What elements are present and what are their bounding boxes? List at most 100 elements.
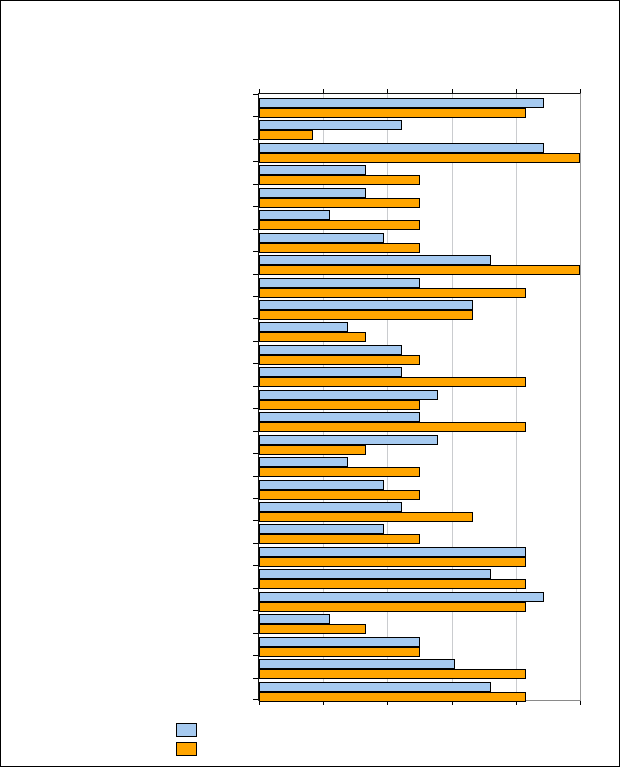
category-row-11 — [259, 318, 580, 343]
category-row-23 — [259, 588, 580, 612]
series1-bar — [259, 457, 349, 468]
category-row-25 — [259, 633, 580, 657]
x-axis-tick-top — [259, 89, 260, 93]
series2-bar — [259, 242, 420, 253]
y-axis-tick — [253, 610, 258, 611]
series1-bar — [259, 277, 420, 288]
y-axis-tick — [253, 161, 258, 162]
x-axis-tick-top — [580, 89, 581, 93]
category-row-12 — [259, 341, 580, 365]
series1-bar — [259, 165, 366, 176]
y-axis-tick — [253, 655, 258, 656]
y-axis-tick — [253, 251, 258, 252]
x-axis-tick-top — [323, 89, 324, 93]
series2-bar — [259, 265, 580, 276]
category-row-9 — [259, 274, 580, 298]
series2-bar — [259, 399, 420, 410]
series1-bar — [259, 479, 384, 490]
series1-bar — [259, 681, 491, 692]
series1-bar — [259, 636, 420, 647]
category-row-22 — [259, 565, 580, 590]
series2-bar — [259, 197, 420, 208]
y-axis-tick — [253, 116, 258, 117]
y-axis-tick — [253, 229, 258, 230]
x-axis-tick-top — [452, 89, 453, 93]
x-axis-tick-bottom — [452, 701, 453, 705]
series2-bar — [259, 220, 420, 231]
y-axis-tick — [253, 633, 258, 634]
x-axis-tick-top — [516, 89, 517, 93]
series2-bar — [259, 152, 580, 163]
series1-bar — [259, 569, 491, 580]
series1-bar — [259, 322, 349, 333]
x-axis-tick-bottom — [323, 701, 324, 705]
y-axis-tick — [253, 408, 258, 409]
category-row-13 — [259, 363, 580, 388]
category-row-10 — [259, 296, 580, 320]
gridline — [452, 94, 453, 700]
category-row-19 — [259, 498, 580, 522]
series1-bar — [259, 659, 456, 670]
series1-bar — [259, 614, 331, 625]
y-axis-tick — [253, 296, 258, 297]
category-row-6 — [259, 206, 580, 231]
series2-bar — [259, 467, 420, 478]
series2-bar — [259, 332, 366, 343]
category-row-18 — [259, 476, 580, 500]
legend-swatch-series1 — [176, 723, 197, 737]
category-row-3 — [259, 139, 580, 163]
series1-bar — [259, 300, 474, 310]
y-axis-tick — [253, 520, 258, 521]
series1-bar — [259, 187, 366, 198]
series1-bar — [259, 591, 545, 602]
y-axis-tick — [253, 543, 258, 544]
series2-bar — [259, 377, 527, 388]
category-row-21 — [259, 543, 580, 567]
category-row-4 — [259, 161, 580, 186]
category-row-1 — [259, 94, 580, 118]
series2-bar — [259, 354, 420, 365]
x-axis-tick-bottom — [259, 701, 260, 705]
category-row-8 — [259, 251, 580, 276]
series2-bar — [259, 691, 527, 702]
series1-bar — [259, 412, 420, 423]
y-axis-tick — [253, 476, 258, 477]
y-axis-tick — [253, 341, 258, 342]
series2-bar — [259, 310, 474, 320]
category-row-24 — [259, 610, 580, 635]
series1-bar — [259, 389, 438, 400]
category-row-7 — [259, 229, 580, 253]
plot-area — [253, 89, 581, 705]
series2-bar — [259, 669, 527, 680]
series2-bar — [259, 489, 420, 500]
series1-bar — [259, 524, 384, 535]
y-axis-tick — [253, 453, 258, 454]
category-row-17 — [259, 453, 580, 478]
series2-bar — [259, 175, 420, 186]
series1-bar — [259, 98, 545, 108]
series1-bar — [259, 546, 527, 557]
y-axis-tick — [253, 588, 258, 589]
y-axis-tick — [253, 363, 258, 364]
y-axis-tick — [253, 678, 258, 679]
series1-bar — [259, 344, 402, 355]
x-axis-tick-bottom — [580, 701, 581, 705]
series1-bar — [259, 120, 402, 131]
category-row-20 — [259, 520, 580, 545]
series2-bar — [259, 624, 366, 635]
y-axis-tick — [253, 699, 258, 700]
y-axis-tick — [253, 184, 258, 185]
category-row-2 — [259, 116, 580, 141]
series2-bar — [259, 512, 474, 522]
series2-bar — [259, 130, 313, 141]
category-row-16 — [259, 431, 580, 455]
x-axis-tick-bottom — [516, 701, 517, 705]
y-axis-tick — [253, 206, 258, 207]
category-row-27 — [259, 678, 580, 702]
legend-swatch-series2 — [176, 742, 197, 756]
series1-bar — [259, 255, 491, 266]
y-axis-tick — [253, 386, 258, 387]
y-axis-tick — [253, 274, 258, 275]
y-axis-tick — [253, 318, 258, 319]
